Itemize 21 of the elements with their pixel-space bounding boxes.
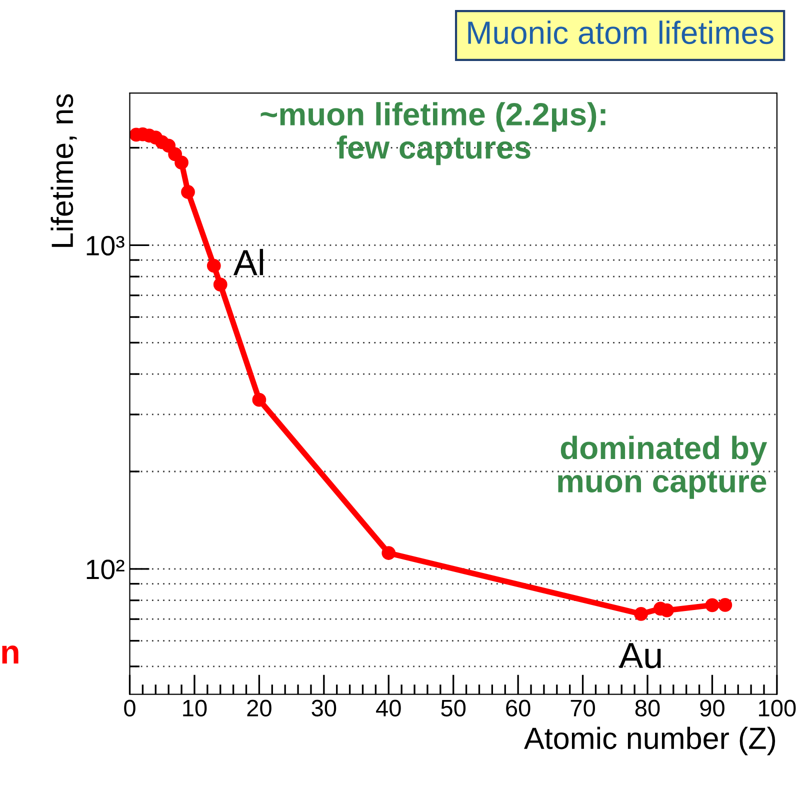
y-tick-label: 10² <box>86 560 124 580</box>
annotation: Au <box>619 643 661 668</box>
x-tick-label: 100 <box>759 700 796 717</box>
x-tick-label: 90 <box>700 700 724 717</box>
x-tick-label: 50 <box>441 700 466 717</box>
annotation: dominated by muon capture <box>558 436 768 499</box>
x-tick-label: 40 <box>376 700 401 717</box>
x-tick-label: 80 <box>635 700 660 717</box>
annotation: Al <box>233 248 264 276</box>
y-tick-label: 10³ <box>86 236 124 256</box>
x-tick-label: 0 <box>124 700 136 717</box>
x-tick-label: 10 <box>183 700 207 717</box>
y-axis-title: Lifetime, ns <box>50 94 77 247</box>
x-axis-title: Atomic number (Z) <box>524 726 776 756</box>
x-tick-label: 60 <box>506 700 530 717</box>
x-tick-label: 70 <box>570 700 595 717</box>
x-tick-label: 20 <box>247 700 272 717</box>
x-tick-label: 30 <box>312 700 336 717</box>
annotation: ~muon lifetime (2.2μs): few captures <box>260 102 606 166</box>
text: n <box>2 646 18 664</box>
chart-title: Muonic atom lifetimes <box>468 20 774 44</box>
